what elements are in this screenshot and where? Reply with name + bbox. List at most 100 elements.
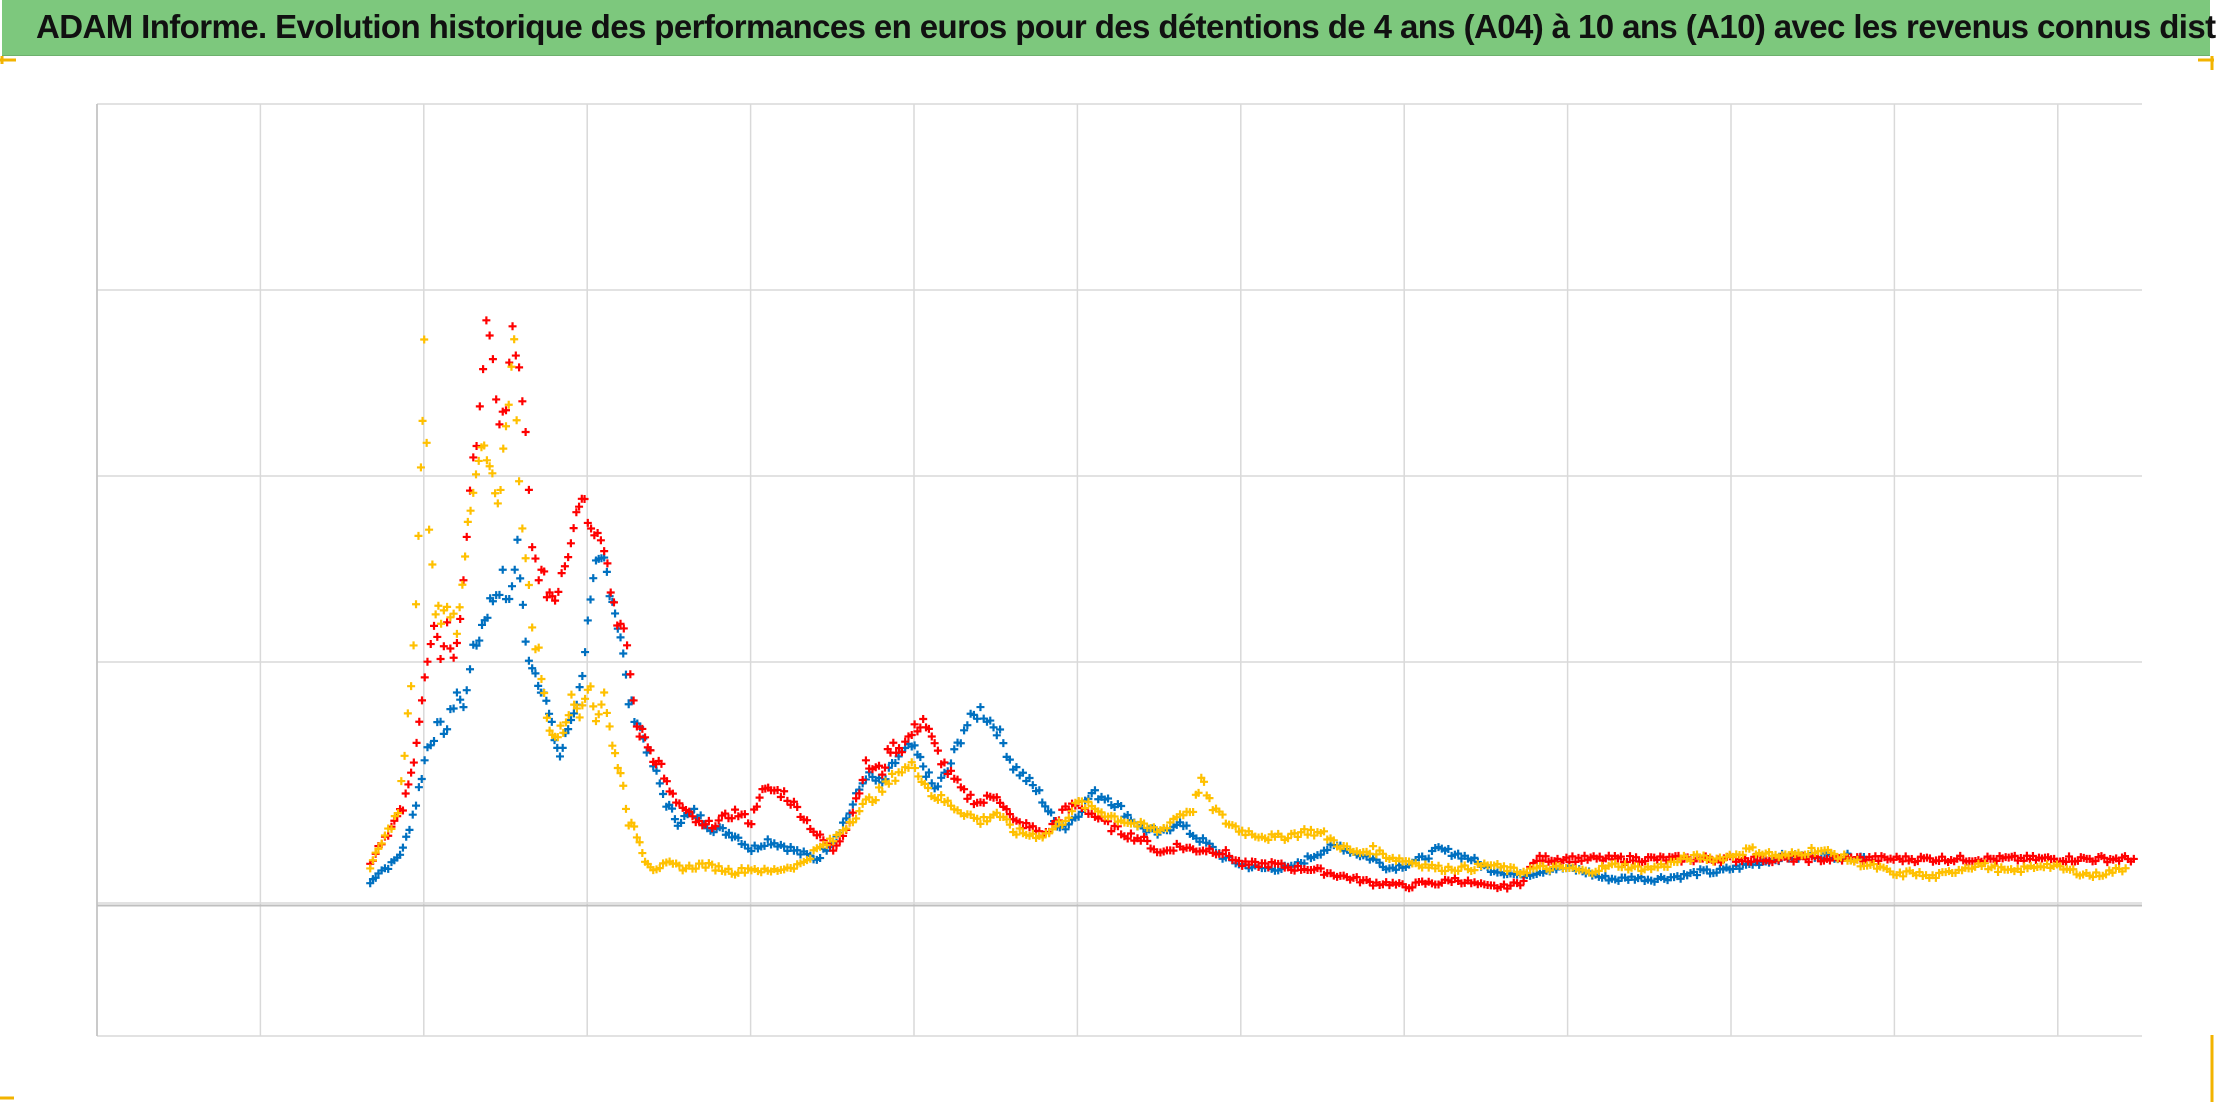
data-point <box>1738 850 1747 859</box>
data-point <box>1519 876 1528 885</box>
data-point <box>891 759 900 768</box>
data-point <box>400 751 409 760</box>
data-point <box>1899 872 1908 881</box>
data-point <box>439 729 448 738</box>
data-point <box>616 633 625 642</box>
data-point <box>1018 768 1027 777</box>
data-point <box>690 804 699 813</box>
data-point <box>659 790 668 799</box>
data-point <box>920 779 929 788</box>
data-point <box>1051 822 1060 831</box>
data-point <box>418 416 427 425</box>
data-point <box>409 758 418 767</box>
data-point <box>553 733 562 742</box>
data-point <box>780 787 789 796</box>
data-point <box>881 763 890 772</box>
data-point <box>554 587 563 596</box>
data-point <box>420 673 429 682</box>
data-point <box>803 816 812 825</box>
data-point <box>2010 851 2019 860</box>
data-point <box>852 794 861 803</box>
data-point <box>996 725 1005 734</box>
data-point <box>924 783 933 792</box>
data-point <box>1840 850 1849 859</box>
data-point <box>560 562 569 571</box>
data-point <box>1123 834 1132 843</box>
data-point <box>685 807 694 816</box>
data-point <box>521 428 530 437</box>
data-point <box>1874 856 1883 865</box>
data-point <box>564 725 573 734</box>
data-point <box>534 681 543 690</box>
data-point <box>404 780 413 789</box>
data-point <box>528 543 537 552</box>
data-point <box>556 721 565 730</box>
data-point <box>488 597 497 606</box>
data-point <box>475 402 484 411</box>
data-point <box>609 598 618 607</box>
data-point <box>581 648 590 657</box>
data-point <box>493 499 502 508</box>
data-point <box>1117 802 1126 811</box>
data-point <box>646 746 655 755</box>
data-point <box>871 796 880 805</box>
data-point <box>463 517 472 526</box>
data-point <box>567 716 576 725</box>
data-point <box>482 316 491 325</box>
data-point <box>740 868 749 877</box>
data-point <box>657 759 666 768</box>
data-point <box>875 761 884 770</box>
data-point <box>430 736 439 745</box>
data-point <box>708 860 717 869</box>
data-point <box>677 818 686 827</box>
data-point <box>425 525 434 534</box>
data-point <box>416 463 425 472</box>
data-point <box>1541 852 1550 861</box>
data-point <box>1748 843 1757 852</box>
data-point <box>492 395 501 404</box>
data-point <box>545 726 554 735</box>
data-point <box>714 862 723 871</box>
data-point <box>734 833 743 842</box>
data-point <box>524 656 533 665</box>
title-bar: ADAM Informe. Evolution historique des p… <box>2 0 2216 56</box>
data-point <box>531 554 540 563</box>
data-point <box>449 609 458 618</box>
data-point <box>2121 864 2130 873</box>
data-point <box>456 695 465 704</box>
data-point <box>1264 863 1273 872</box>
data-point <box>910 720 919 729</box>
data-point <box>452 639 461 648</box>
data-point <box>455 603 464 612</box>
data-point <box>422 438 431 447</box>
data-point <box>397 777 406 786</box>
data-point <box>2102 870 2111 879</box>
data-point <box>1194 788 1203 797</box>
data-point <box>966 790 975 799</box>
data-point <box>458 580 467 589</box>
data-point <box>789 797 798 806</box>
data-point <box>1200 777 1209 786</box>
data-point <box>793 802 802 811</box>
data-point <box>1064 813 1073 822</box>
data-point <box>629 696 638 705</box>
data-point <box>897 768 906 777</box>
data-point <box>829 846 838 855</box>
data-point <box>403 709 412 718</box>
data-point <box>430 621 439 630</box>
data-point <box>1238 861 1247 870</box>
data-point <box>1424 854 1433 863</box>
data-point <box>456 614 465 623</box>
data-point <box>443 618 452 627</box>
data-point <box>602 708 611 717</box>
data-point <box>1090 786 1099 795</box>
data-point <box>1804 850 1813 859</box>
data-point <box>927 779 936 788</box>
data-point <box>583 518 592 527</box>
data-point <box>619 781 628 790</box>
data-point <box>405 825 414 834</box>
data-point <box>472 442 481 451</box>
data-point <box>1441 867 1450 876</box>
data-point <box>528 623 537 632</box>
